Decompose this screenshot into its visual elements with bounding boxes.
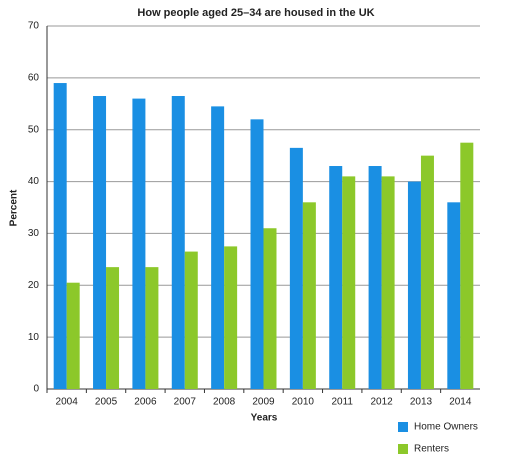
bar xyxy=(53,83,67,390)
bar xyxy=(66,282,80,389)
bar xyxy=(263,228,277,389)
x-tick-label: 2005 xyxy=(95,397,118,408)
bar xyxy=(342,176,356,389)
bar xyxy=(460,142,474,389)
x-tick-label: 2012 xyxy=(370,397,393,408)
y-tick-label: 0 xyxy=(33,384,39,395)
bar xyxy=(302,202,316,389)
x-tick-label: 2007 xyxy=(174,397,197,408)
y-tick-label: 60 xyxy=(28,72,40,83)
bar xyxy=(289,147,303,389)
bar xyxy=(420,155,434,389)
x-tick-label: 2008 xyxy=(213,397,236,408)
y-tick-label: 30 xyxy=(28,228,40,239)
x-tick-label: 2010 xyxy=(292,397,315,408)
y-tick-label: 20 xyxy=(28,280,40,291)
bar xyxy=(447,202,461,389)
bar xyxy=(93,96,107,389)
bar xyxy=(211,106,225,389)
legend-label: Renters xyxy=(414,444,449,455)
legend-swatch xyxy=(398,422,408,432)
y-axis-label: Percent xyxy=(9,189,20,226)
bar xyxy=(329,166,343,389)
y-tick-label: 50 xyxy=(28,124,40,135)
bar xyxy=(381,176,395,389)
x-tick-label: 2004 xyxy=(56,397,79,408)
bar xyxy=(184,251,198,389)
legend-label: Home Owners xyxy=(414,422,478,433)
bar xyxy=(368,166,382,389)
bar xyxy=(250,119,264,389)
x-tick-label: 2014 xyxy=(449,397,472,408)
chart-title: How people aged 25–34 are housed in the … xyxy=(137,7,374,19)
bar xyxy=(407,181,421,389)
bar xyxy=(106,267,120,389)
bar xyxy=(171,96,185,389)
x-tick-label: 2006 xyxy=(134,397,157,408)
bar xyxy=(145,267,159,389)
bar xyxy=(224,246,238,389)
bar xyxy=(132,98,146,389)
x-axis-label: Years xyxy=(251,413,278,424)
x-tick-label: 2011 xyxy=(331,397,353,408)
x-tick-label: 2013 xyxy=(410,397,433,408)
y-tick-label: 70 xyxy=(28,21,40,32)
x-tick-label: 2009 xyxy=(252,397,275,408)
y-tick-label: 10 xyxy=(28,332,40,343)
y-tick-label: 40 xyxy=(28,176,40,187)
legend-swatch xyxy=(398,444,408,454)
